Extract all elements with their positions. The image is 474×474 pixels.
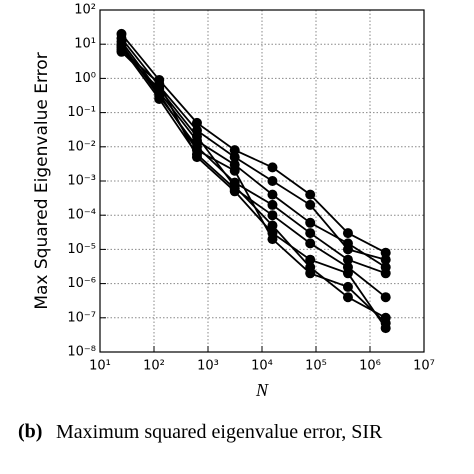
data-point	[380, 323, 391, 334]
series-line	[120, 33, 387, 254]
data-point	[342, 292, 353, 303]
series-line	[120, 37, 386, 261]
data-point	[267, 162, 278, 173]
data-point	[229, 165, 240, 176]
y-tick-label: 10⁻⁵	[67, 242, 96, 257]
x-axis-title: N	[255, 380, 269, 400]
series-line	[120, 40, 387, 269]
caption-label: (b)	[18, 421, 42, 443]
data-point	[342, 281, 353, 292]
y-tick-label: 10⁻⁷	[67, 310, 96, 325]
x-tick-label: 10⁷	[413, 359, 435, 374]
x-tick-label: 10¹	[89, 359, 111, 374]
data-point	[342, 228, 353, 239]
data-point	[267, 176, 278, 186]
data-point	[380, 268, 391, 279]
data-point	[380, 254, 391, 265]
data-point	[191, 145, 202, 156]
y-tick-label: 10⁻¹	[67, 105, 96, 120]
data-point	[267, 210, 278, 221]
y-tick-label: 10⁻⁸	[67, 345, 96, 360]
data-point	[267, 199, 278, 210]
y-tick-label: 10⁻⁶	[67, 276, 96, 291]
x-tick-label: 10³	[197, 359, 219, 374]
data-point	[342, 268, 353, 279]
caption-text: Maximum squared eigenvalue error, SIR	[56, 421, 383, 443]
x-tick-label: 10⁵	[305, 359, 327, 374]
data-point	[342, 254, 353, 265]
data-point	[305, 238, 316, 249]
data-point	[380, 247, 391, 258]
x-tick-label: 10⁴	[251, 359, 273, 374]
data-point	[229, 145, 240, 156]
data-point	[191, 131, 202, 142]
data-point	[305, 217, 316, 228]
data-point	[229, 152, 240, 163]
y-tick-label: 10⁻⁴	[67, 208, 96, 223]
data-point	[154, 88, 165, 99]
y-tick-label: 10²	[74, 3, 96, 18]
data-point	[229, 186, 240, 197]
series-line	[120, 45, 387, 324]
data-point	[267, 189, 278, 200]
x-tick-label: 10⁶	[359, 359, 381, 374]
y-tick-label: 10⁻³	[67, 174, 96, 189]
data-point	[342, 238, 353, 249]
data-point	[154, 78, 165, 89]
y-axis-title: Max Squared Eigenvalue Error	[32, 52, 52, 309]
data-point	[191, 152, 202, 163]
y-tick-label: 10⁰	[74, 71, 96, 86]
data-point	[380, 292, 391, 303]
x-tick-label: 10²	[143, 359, 165, 374]
data-point	[116, 44, 127, 55]
series-line	[120, 46, 387, 298]
data-point	[267, 228, 278, 239]
y-tick-label: 10⁻²	[67, 139, 96, 154]
series-line	[120, 48, 387, 329]
data-point	[267, 220, 278, 231]
data-point	[305, 228, 316, 239]
data-point	[305, 199, 316, 210]
y-tick-label: 10¹	[74, 37, 96, 52]
data-point	[305, 268, 316, 279]
data-point	[191, 117, 202, 128]
plot-frame	[99, 9, 425, 353]
data-point	[305, 189, 316, 200]
data-point	[305, 254, 316, 265]
